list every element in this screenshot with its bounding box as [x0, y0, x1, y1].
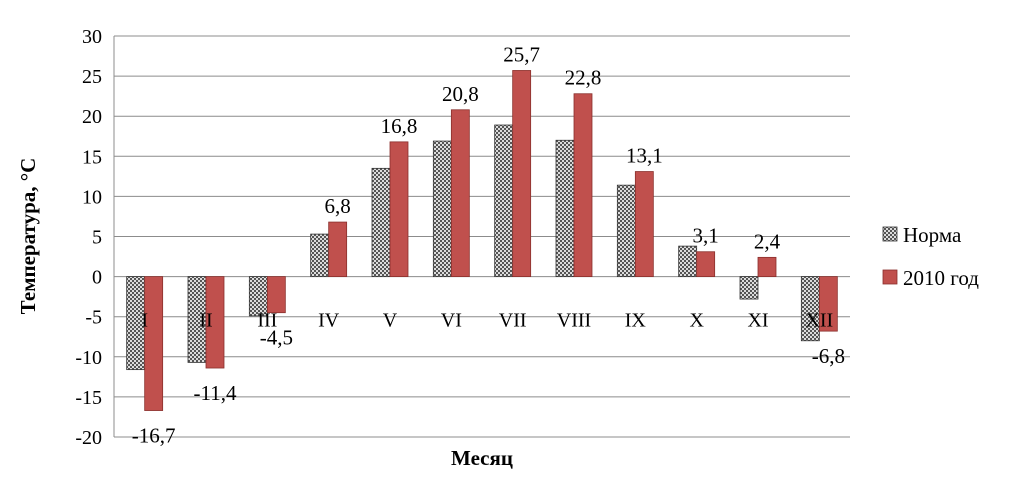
- bar-2010: [389, 141, 409, 277]
- x-tick-label: XI: [747, 310, 768, 332]
- data-label: -11,4: [194, 381, 237, 405]
- x-axis-title: Месяц: [451, 446, 513, 470]
- x-tick-label: IX: [625, 310, 647, 332]
- bars: [126, 70, 838, 411]
- data-label: -4,5: [260, 326, 293, 350]
- bar-2010: [696, 251, 716, 278]
- legend-label-norma: Норма: [903, 223, 962, 247]
- y-tick-label: 20: [82, 106, 102, 128]
- y-tick-label: -5: [85, 307, 102, 329]
- x-tick-label: VII: [499, 310, 527, 332]
- y-tick-label: 0: [92, 267, 102, 289]
- bar-2010: [205, 276, 225, 369]
- x-tick-label: V: [383, 310, 398, 332]
- y-tick-label: 10: [82, 186, 102, 208]
- y-tick-label: 15: [82, 146, 102, 168]
- bar-2010: [328, 221, 348, 277]
- bar-2010: [266, 276, 286, 314]
- y-tick-label: 30: [82, 26, 102, 48]
- legend-label-2010: 2010 год: [903, 266, 979, 290]
- y-tick-label: -20: [75, 427, 102, 449]
- data-label: 6,8: [325, 194, 351, 218]
- bar-norma: [494, 124, 514, 278]
- y-tick-label: 5: [92, 227, 102, 249]
- bar-2010: [144, 276, 164, 411]
- y-tick-label: -15: [75, 387, 102, 409]
- bar-2010: [450, 109, 470, 277]
- y-tick-labels: 30 25 20 15 10 5 0 -5 -10 -15 -20: [75, 26, 102, 449]
- bar-norma: [371, 167, 391, 277]
- y-axis-title: Температура, °С: [16, 158, 40, 315]
- x-tick-label: X: [689, 310, 704, 332]
- data-labels: -16,7 -11,4 -4,5 6,8 16,8 20,8 25,7 22,8 13,1 3,1…: [132, 42, 845, 447]
- data-label: 3,1: [693, 224, 719, 248]
- legend-swatch-2010: [882, 269, 898, 285]
- legend: Норма 2010 год: [882, 223, 979, 290]
- data-label: 20,8: [442, 82, 479, 106]
- data-label: 25,7: [503, 42, 540, 66]
- x-tick-label: XII: [805, 310, 833, 332]
- x-tick-label: I: [141, 310, 148, 332]
- bar-2010: [512, 70, 532, 277]
- bar-2010: [818, 276, 838, 332]
- bar-norma: [616, 184, 636, 277]
- legend-swatch-norma: [882, 226, 898, 242]
- bar-norma: [678, 245, 698, 277]
- y-tick-label: -10: [75, 347, 102, 369]
- data-label: -16,7: [132, 424, 176, 448]
- x-tick-labels: I II III IV V VI VII VIII IX X XI XII: [141, 310, 833, 332]
- x-tick-label: VIII: [557, 310, 591, 332]
- bar-norma: [739, 276, 759, 300]
- bar-2010: [757, 256, 777, 277]
- bar-2010: [573, 93, 593, 278]
- bar-norma: [432, 140, 452, 277]
- data-label: -6,8: [812, 344, 845, 368]
- x-tick-label: IV: [318, 310, 340, 332]
- data-label: 13,1: [626, 144, 663, 168]
- gridlines: [113, 35, 850, 438]
- x-tick-label: VI: [441, 310, 462, 332]
- y-tick-label: 25: [82, 66, 102, 88]
- x-tick-label: III: [257, 310, 277, 332]
- x-tick-label: II: [199, 310, 212, 332]
- data-label: 16,8: [381, 114, 418, 138]
- bar-2010: [634, 171, 654, 277]
- data-label: 2,4: [754, 229, 781, 253]
- bar-norma: [310, 233, 330, 277]
- bar-norma: [555, 139, 575, 277]
- data-label: 22,8: [565, 66, 602, 90]
